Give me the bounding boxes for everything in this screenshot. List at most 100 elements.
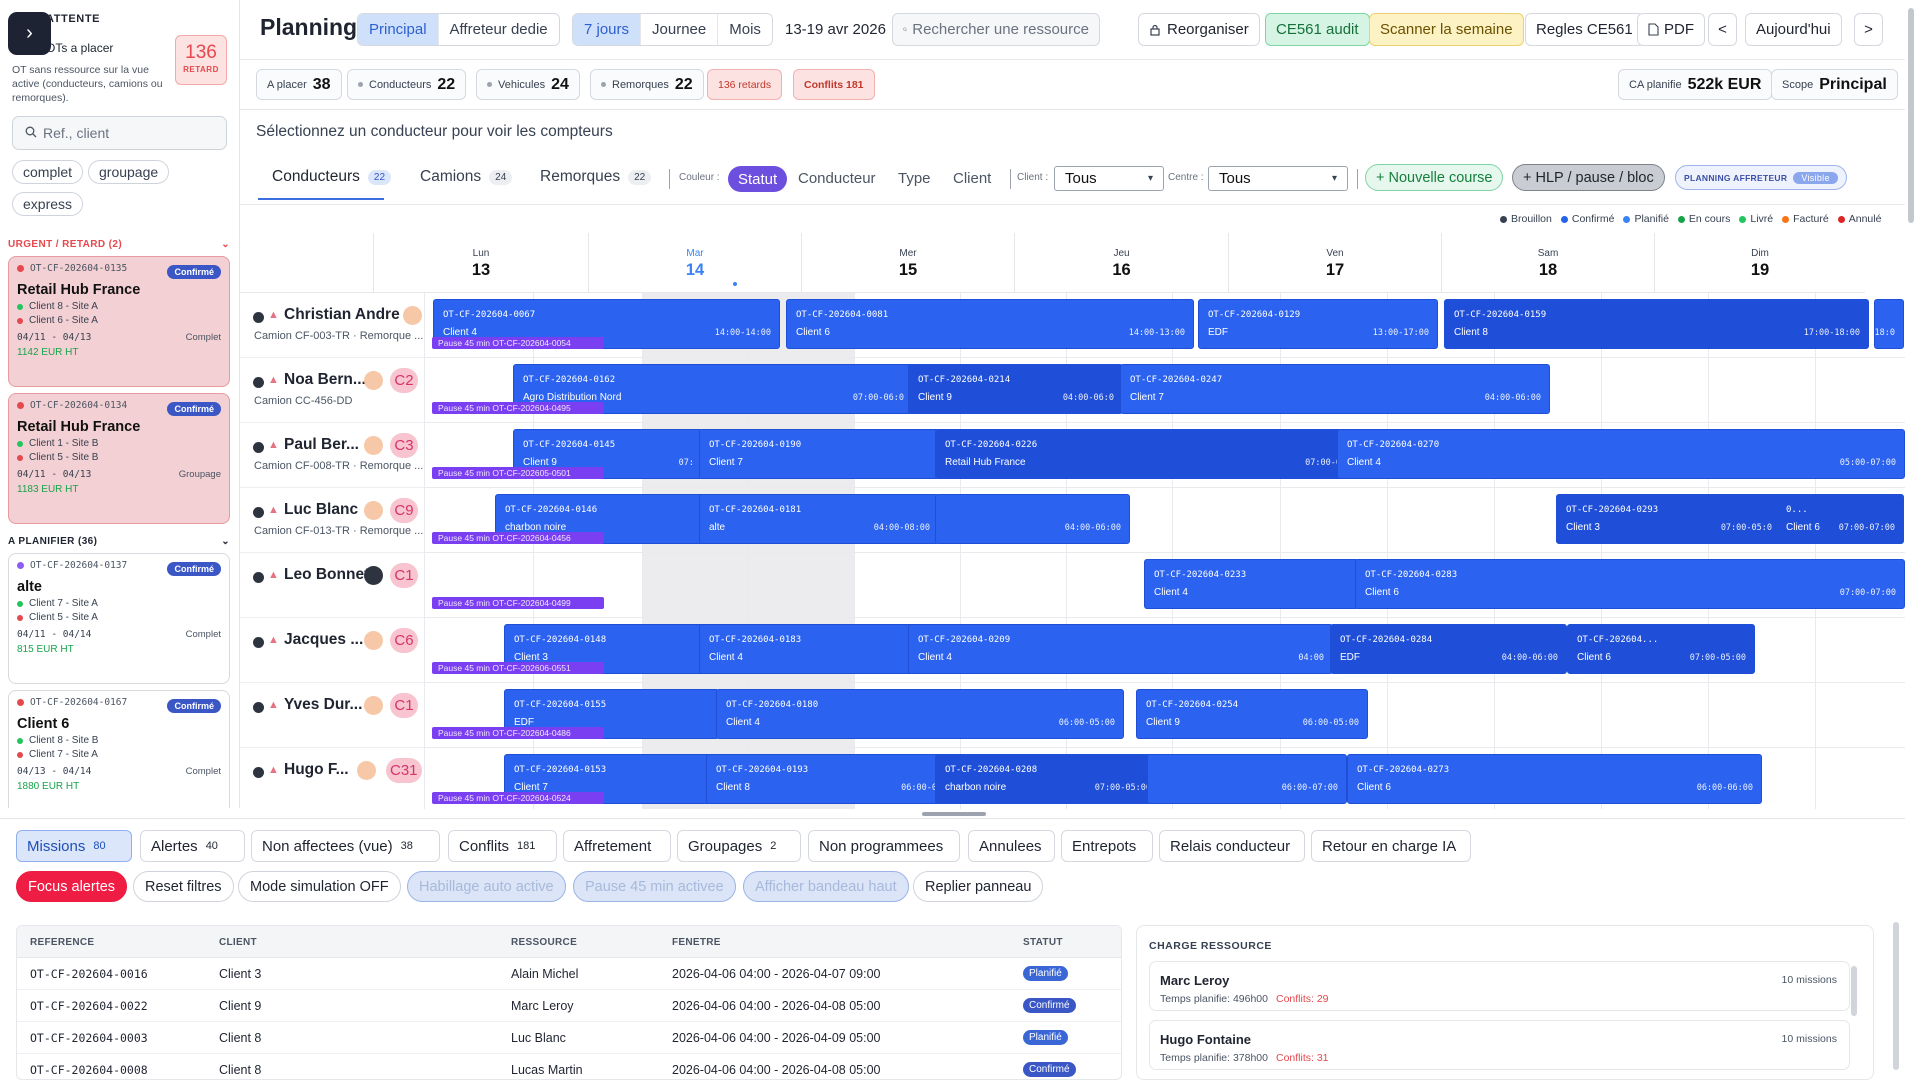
- resource-row[interactable]: ▲ Paul Ber... Camion CF-008-TR · Remorque …: [240, 423, 424, 488]
- pause-block[interactable]: Pause 45 min OT-CF-202604-0524: [432, 792, 604, 804]
- resource-row[interactable]: ▲ Noa Bern... Camion CC-456-DD C2: [240, 358, 424, 423]
- planifier-section-header[interactable]: A PLANIFIER (36) ⌄: [8, 533, 230, 549]
- filter-chip-groupage[interactable]: groupage: [88, 160, 170, 184]
- tab-affreteur-dedie[interactable]: Affreteur dedie: [449, 21, 548, 38]
- scanner-semaine-button[interactable]: Scanner la semaine: [1369, 13, 1524, 46]
- tab-conducteurs[interactable]: Conducteurs 22: [272, 168, 392, 186]
- action-afficher-bandeau-haut[interactable]: Afficher bandeau haut: [743, 871, 909, 902]
- mission-block[interactable]: OT-CF-202604-0284 EDF 04:00-06:00: [1330, 624, 1567, 674]
- planning-affreteur-toggle[interactable]: PLANNING AFFRETEUR Visible: [1675, 165, 1847, 190]
- mission-block[interactable]: OT-CF-202604-0148 Client 3: [504, 624, 709, 674]
- bottom-tab-non-affectees-vue[interactable]: Non affectees (vue) 38: [251, 830, 440, 862]
- stat-remorques[interactable]: Remorques 22: [590, 69, 704, 100]
- bottom-tab-conflits[interactable]: Conflits 181: [448, 830, 557, 862]
- bottom-tab-affretement[interactable]: Affretement: [563, 830, 671, 862]
- today-button[interactable]: Aujourd'hui: [1745, 13, 1842, 46]
- pause-block[interactable]: Pause 45 min OT-CF-202604-0456: [432, 532, 604, 544]
- ot-card[interactable]: OT-CF-202604-0167 Confirmé Client 6 Clie…: [8, 690, 230, 808]
- mission-block[interactable]: OT-CF-202604-0273 Client 6 06:00-06:00: [1347, 754, 1762, 804]
- action-pause-45-min-activee[interactable]: Pause 45 min activee: [573, 871, 736, 902]
- mission-block[interactable]: OT-CF-202604-0209 Client 4 04:00: [908, 624, 1333, 674]
- table-row[interactable]: OT-CF-202604-0008 Client 8 Lucas Martin 202…: [17, 1054, 1121, 1079]
- stat-vehicules[interactable]: Vehicules 24: [476, 69, 580, 100]
- bottom-tab-missions[interactable]: Missions 80: [16, 830, 132, 862]
- bottom-tab-retour-en-charge-ia[interactable]: Retour en charge IA: [1311, 830, 1471, 862]
- mission-block[interactable]: OT-CF-202604-0081 Client 6 14:00-13:00: [786, 299, 1194, 349]
- mission-block[interactable]: OT-CF-202604-0254 Client 9 06:00-05:00: [1136, 689, 1368, 739]
- retards-badge[interactable]: 136 retards: [707, 69, 783, 100]
- col-ressource[interactable]: RESSOURCE: [511, 937, 578, 948]
- scope-selector[interactable]: Scope Principal: [1771, 69, 1898, 100]
- mission-block[interactable]: OT-CF-202604... Client 6 07:00-05:00: [1567, 624, 1755, 674]
- col-fenetre[interactable]: FENETRE: [672, 937, 721, 948]
- expand-panel-button[interactable]: ›: [8, 12, 51, 55]
- regles-ce561-button[interactable]: Regles CE561: [1525, 13, 1644, 46]
- mission-block[interactable]: OT-CF-202604-0247 Client 7 04:00-06:00: [1120, 364, 1550, 414]
- resource-search-input[interactable]: Rechercher une ressource: [892, 13, 1100, 46]
- client-filter-select[interactable]: Tous ▾: [1054, 166, 1164, 191]
- pause-block[interactable]: Pause 45 min OT-CF-202605-0501: [432, 467, 604, 479]
- stat-conducteurs[interactable]: Conducteurs 22: [347, 69, 467, 100]
- charge-scrollbar[interactable]: [1851, 966, 1857, 1016]
- retard-counter[interactable]: 136 RETARD: [175, 35, 227, 85]
- pause-block[interactable]: Pause 45 min OT-CF-202604-0486: [432, 727, 604, 739]
- bottom-tab-groupages[interactable]: Groupages 2: [677, 830, 801, 862]
- tab-camions[interactable]: Camions 24: [420, 168, 513, 186]
- filter-chip-complet[interactable]: complet: [12, 160, 84, 184]
- bottom-tab-alertes[interactable]: Alertes 40: [140, 830, 245, 862]
- resource-row[interactable]: ▲ Christian Andre Camion CF-003-TR · Remor…: [240, 293, 424, 358]
- action-habillage-auto-active[interactable]: Habillage auto active: [407, 871, 566, 902]
- charge-item[interactable]: Hugo Fontaine Temps planifie: 378h00 Conf…: [1149, 1020, 1850, 1070]
- table-row[interactable]: OT-CF-202604-0016 Client 3 Alain Michel 202…: [17, 958, 1121, 990]
- pause-block[interactable]: Pause 45 min OT-CF-202604-0495: [432, 402, 604, 414]
- color-mode-type[interactable]: Type: [898, 170, 931, 187]
- hlp-pause-bloc-button[interactable]: + HLP / pause / bloc: [1512, 164, 1665, 191]
- mission-block[interactable]: OT-CF-202604-0180 Client 4 06:00-05:00: [716, 689, 1124, 739]
- action-mode-simulation-off[interactable]: Mode simulation OFF: [238, 871, 401, 902]
- mission-block[interactable]: OT-CF-202604-0283 Client 6 07:00-07:00: [1355, 559, 1905, 609]
- prev-week-button[interactable]: <: [1708, 13, 1737, 46]
- bottom-tab-entrepots[interactable]: Entrepots: [1061, 830, 1153, 862]
- pdf-button[interactable]: PDF: [1637, 13, 1705, 46]
- color-mode-statut[interactable]: Statut: [728, 166, 788, 192]
- pause-block[interactable]: Pause 45 min OT-CF-202606-0551: [432, 662, 604, 674]
- stat-a-placer[interactable]: A placer 38: [256, 69, 342, 100]
- bottom-tab-relais-conducteur[interactable]: Relais conducteur: [1159, 830, 1305, 862]
- col-statut[interactable]: STATUT: [1023, 937, 1063, 948]
- mission-block[interactable]: OT-CF-202604-0129 EDF 13:00-17:00: [1198, 299, 1438, 349]
- resource-row[interactable]: ▲ Leo Bonnet C1: [240, 553, 424, 618]
- action-focus-alertes[interactable]: Focus alertes: [16, 871, 128, 902]
- bottom-tab-non-programmees[interactable]: Non programmees: [808, 830, 960, 862]
- pause-block[interactable]: Pause 45 min OT-CF-202604-0054: [432, 337, 604, 349]
- ref-client-search-input[interactable]: Ref., client: [12, 116, 227, 150]
- ot-card[interactable]: OT-CF-202604-0134 Confirmé Retail Hub Fr…: [8, 393, 230, 524]
- mission-block[interactable]: OT-CF-202604-0190 Client 7: [699, 429, 939, 479]
- tab-mois[interactable]: Mois: [729, 21, 761, 38]
- table-row[interactable]: OT-CF-202604-0003 Client 8 Luc Blanc 2026-0…: [17, 1022, 1121, 1054]
- color-mode-conducteur[interactable]: Conducteur: [798, 170, 876, 187]
- mission-block[interactable]: OT-CF-202604-0181 alte 04:00-08:00: [699, 494, 939, 544]
- charge-item[interactable]: Marc Leroy Temps planifie: 496h00 Conflit…: [1149, 961, 1850, 1011]
- table-row[interactable]: OT-CF-202604-0022 Client 9 Marc Leroy 2026-…: [17, 990, 1121, 1022]
- mission-block[interactable]: OT-CF-202604-0159 Client 8 17:00-18:00: [1444, 299, 1869, 349]
- mission-block[interactable]: OT-CF-202604-0270 Client 4 05:00-07:00: [1337, 429, 1905, 479]
- mission-block[interactable]: 04:00-06:00: [935, 494, 1130, 544]
- mission-block[interactable]: OT-CF-202604-0193 Client 8 06:00-0: [706, 754, 946, 804]
- tab-7-jours[interactable]: 7 jours: [573, 14, 642, 45]
- mission-block[interactable]: OT-CF-202604-0208 charbon noire 07:00-05:0…: [935, 754, 1160, 804]
- mission-block[interactable]: OT-CF-202604-0293 Client 3 07:00-05:0: [1556, 494, 1781, 544]
- mission-block[interactable]: OT-CF-202604-0226 Retail Hub France 07:00-…: [935, 429, 1350, 479]
- filter-chip-express[interactable]: express: [12, 192, 84, 216]
- urgent-section-header[interactable]: URGENT / RETARD (2) ⌄: [8, 236, 230, 252]
- ot-card[interactable]: OT-CF-202604-0135 Confirmé Retail Hub Fr…: [8, 256, 230, 387]
- pause-block[interactable]: Pause 45 min OT-CF-202604-0499: [432, 597, 604, 609]
- nouvelle-course-button[interactable]: + Nouvelle course: [1365, 164, 1504, 191]
- mission-block[interactable]: OT-CF-202604-0233 Client 4: [1144, 559, 1359, 609]
- tab-remorques[interactable]: Remorques 22: [540, 168, 652, 186]
- col-reference[interactable]: REFERENCE: [30, 937, 95, 948]
- next-week-button[interactable]: >: [1854, 13, 1883, 46]
- mission-block[interactable]: 0... Client 6 07:00-07:00: [1776, 494, 1904, 544]
- tab-principal[interactable]: Principal: [358, 14, 439, 45]
- color-mode-client[interactable]: Client: [953, 170, 992, 187]
- mission-block[interactable]: OT-CF-202604-0183 Client 4: [699, 624, 914, 674]
